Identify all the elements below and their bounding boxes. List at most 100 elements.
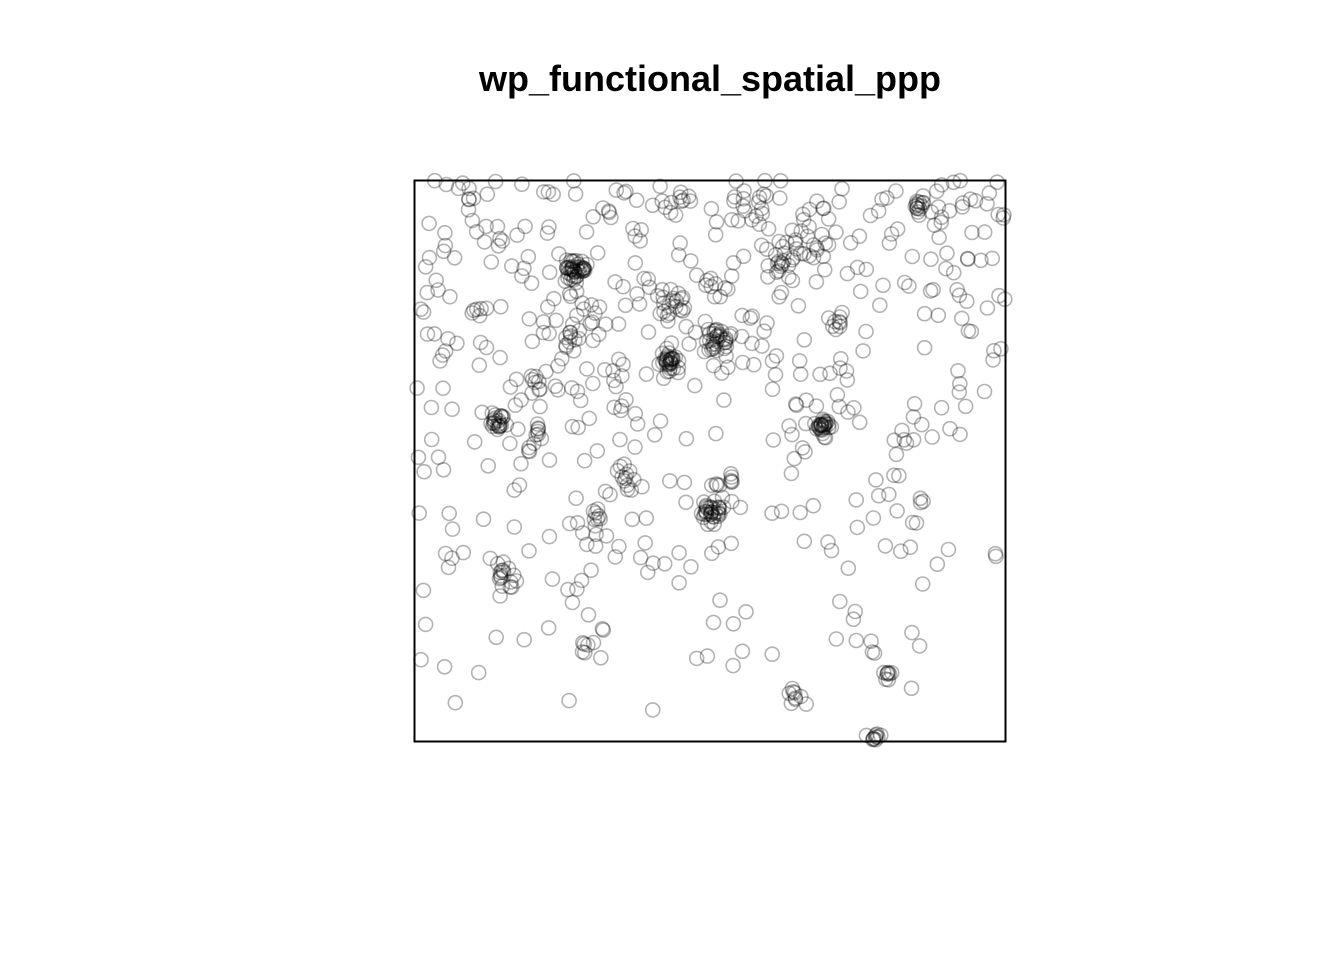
data-point xyxy=(625,471,642,488)
data-point xyxy=(619,477,636,494)
data-point xyxy=(699,500,715,516)
data-point xyxy=(658,352,675,368)
data-point xyxy=(437,545,454,562)
data-point xyxy=(710,508,726,525)
data-point xyxy=(962,191,979,207)
data-point xyxy=(812,416,829,433)
data-point xyxy=(796,246,812,262)
data-point xyxy=(820,310,837,326)
data-point xyxy=(417,258,434,275)
data-point xyxy=(883,226,900,242)
data-point xyxy=(889,503,905,519)
data-point xyxy=(576,452,593,469)
data-point xyxy=(663,350,679,366)
data-point xyxy=(723,472,739,489)
data-point xyxy=(416,463,432,480)
data-point xyxy=(788,241,805,257)
data-point xyxy=(831,313,848,330)
data-point xyxy=(598,528,615,544)
data-point xyxy=(801,218,817,235)
data-point xyxy=(503,258,520,274)
data-point xyxy=(764,646,781,663)
data-point xyxy=(421,215,437,232)
data-point xyxy=(697,503,714,520)
data-point xyxy=(562,324,578,341)
data-point xyxy=(839,265,856,282)
data-point xyxy=(565,253,582,269)
data-point xyxy=(976,224,993,240)
data-point xyxy=(801,201,818,218)
data-point xyxy=(594,620,611,637)
data-point xyxy=(824,318,841,335)
data-point xyxy=(910,204,926,220)
data-point xyxy=(574,644,591,660)
data-point xyxy=(574,634,591,651)
data-point xyxy=(710,499,727,516)
data-point xyxy=(771,288,787,305)
data-point xyxy=(567,331,583,348)
data-point xyxy=(769,255,786,272)
data-point xyxy=(723,474,739,490)
data-point xyxy=(708,425,724,442)
data-point xyxy=(945,174,962,191)
data-point xyxy=(880,664,897,681)
data-point xyxy=(703,341,720,358)
data-point xyxy=(608,378,624,395)
data-point xyxy=(435,380,451,397)
data-point xyxy=(674,289,691,306)
data-point xyxy=(794,440,811,456)
data-point xyxy=(770,263,787,279)
data-point xyxy=(898,435,915,451)
data-point xyxy=(472,334,489,351)
data-point xyxy=(575,260,591,276)
data-point xyxy=(563,267,580,283)
data-point xyxy=(652,305,669,322)
data-point xyxy=(586,511,603,528)
data-point xyxy=(754,205,771,222)
data-point xyxy=(868,472,884,488)
data-point xyxy=(865,510,882,526)
data-point xyxy=(701,332,718,349)
data-point xyxy=(710,503,727,520)
data-point xyxy=(907,198,924,215)
data-point xyxy=(614,368,630,384)
data-point xyxy=(705,614,722,631)
data-point xyxy=(564,594,581,611)
data-point xyxy=(570,330,587,347)
data-point xyxy=(708,342,725,359)
data-point xyxy=(817,415,834,432)
data-point xyxy=(514,268,530,284)
data-point xyxy=(913,198,930,214)
data-point xyxy=(912,494,929,511)
data-point xyxy=(528,368,544,385)
data-point xyxy=(705,331,722,348)
data-point xyxy=(765,432,782,448)
data-point xyxy=(678,494,694,511)
data-point xyxy=(905,409,922,425)
data-point xyxy=(748,208,764,224)
data-point xyxy=(973,252,989,269)
data-point xyxy=(665,360,682,377)
data-point xyxy=(667,207,684,223)
data-point xyxy=(781,418,797,434)
data-point xyxy=(564,253,581,270)
data-point xyxy=(492,588,508,604)
data-point xyxy=(541,528,558,545)
data-point xyxy=(621,463,638,479)
data-point xyxy=(816,413,832,429)
data-point xyxy=(888,183,904,199)
data-point xyxy=(707,227,724,243)
data-point xyxy=(661,345,677,361)
data-point xyxy=(805,497,822,514)
data-point xyxy=(738,603,754,620)
data-point xyxy=(569,259,585,276)
data-point xyxy=(562,328,579,344)
data-point xyxy=(659,363,676,380)
data-point xyxy=(667,349,684,365)
data-point xyxy=(435,461,452,478)
data-point xyxy=(589,501,606,517)
data-point xyxy=(845,611,862,628)
data-point xyxy=(484,418,501,435)
data-point xyxy=(703,513,719,530)
